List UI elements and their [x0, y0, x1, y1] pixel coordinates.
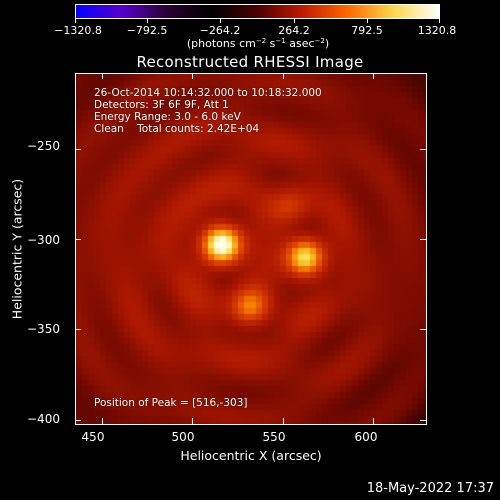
y-tick-mark-right: [420, 329, 426, 331]
colorbar-tick-2: [220, 19, 221, 23]
y-tick-mark: [75, 239, 81, 241]
image-plot-area: 26-Oct-2014 10:14:32.000 to 10:18:32.000…: [75, 73, 427, 425]
x-tick-label: 500: [171, 430, 195, 444]
info-peak-position: Position of Peak = [516,-303]: [94, 397, 248, 409]
colorbar-tick-label: −264.2: [199, 24, 241, 37]
units-text: ): [324, 37, 330, 50]
x-tick-mark: [102, 418, 104, 424]
colorbar-tick-label: 1320.8: [417, 24, 457, 37]
y-tick-label: −300: [27, 233, 60, 247]
units-exponent: −2: [255, 37, 267, 45]
units-exponent: −2: [314, 37, 325, 45]
info-time-range: 26-Oct-2014 10:14:32.000 to 10:18:32.000: [94, 87, 322, 99]
x-tick-mark-top: [192, 73, 194, 79]
colorbar-tick-1: [147, 19, 148, 23]
colorbar-tick-label: −1320.8: [54, 24, 102, 37]
y-tick-label: −250: [27, 139, 60, 153]
units-exponent: −1: [275, 37, 286, 45]
plot-timestamp: 18-May-2022 17:37: [366, 481, 494, 496]
x-tick-mark-top: [372, 73, 374, 79]
colorbar-tick-label: −792.5: [126, 24, 168, 37]
y-tick-mark-right: [420, 419, 426, 421]
info-total-counts: Clean Total counts: 2.42E+04: [94, 123, 260, 135]
units-text: asec: [285, 37, 315, 50]
y-tick-label: −400: [27, 412, 60, 426]
info-energy-range: Energy Range: 3.0 - 6.0 keV: [94, 111, 241, 123]
colorbar-tick-5: [439, 19, 440, 23]
colorbar: [75, 4, 440, 19]
x-tick-mark-top: [282, 73, 284, 79]
y-tick-mark: [75, 148, 81, 150]
colorbar-tick-0: [75, 19, 76, 23]
x-tick-mark: [282, 418, 284, 424]
colorbar-tick-label: 264.2: [278, 24, 310, 37]
x-tick-label: 450: [81, 430, 105, 444]
x-axis-label: Heliocentric X (arcsec): [180, 448, 322, 463]
plot-title: Reconstructed RHESSI Image: [136, 53, 364, 71]
x-tick-label: 550: [262, 430, 286, 444]
info-detectors: Detectors: 3F 6F 9F, Att 1: [94, 99, 229, 111]
x-tick-mark: [192, 418, 194, 424]
rhessi-image: [76, 74, 426, 424]
units-text: s: [266, 37, 276, 50]
y-tick-mark-right: [420, 239, 426, 241]
colorbar-tick-3: [294, 19, 295, 23]
x-tick-mark: [372, 418, 374, 424]
units-text: (photons cm: [186, 37, 256, 50]
colorbar-units: (photons cm−2 s−1 asec−2): [187, 37, 329, 50]
y-tick-mark: [75, 329, 81, 331]
y-tick-mark: [75, 419, 81, 421]
y-tick-label: −350: [27, 322, 60, 336]
x-tick-mark-top: [102, 73, 104, 79]
colorbar-tick-label: 792.5: [351, 24, 383, 37]
y-tick-mark-right: [420, 148, 426, 150]
colorbar-tick-4: [367, 19, 368, 23]
y-axis-label: Heliocentric Y (arcsec): [9, 178, 25, 320]
x-tick-label: 600: [354, 430, 378, 444]
